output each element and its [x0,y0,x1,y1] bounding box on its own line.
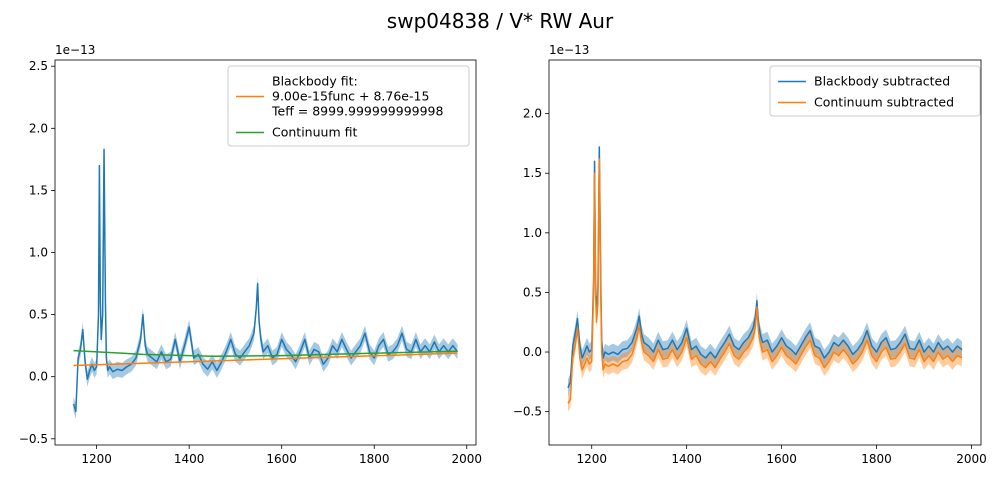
right-chart-panel: 1200 1400 1600 1800 2000 −0.5 0.0 0.5 1.0 1.5 2.0 1… [513,43,987,466]
x-tick-label: 1200 [576,452,607,466]
spectrum-error-band [73,141,458,419]
legend-box [227,65,470,147]
continuum-subtracted-error-band [567,150,963,412]
y-tick-label: 0.5 [29,308,48,322]
spectrum-line [72,148,459,413]
x-tick-label: 1400 [671,452,702,466]
y-tick-label: 2.0 [523,107,542,121]
continuum-subtracted-line [567,158,963,404]
y-tick-label: 0.5 [523,285,542,299]
x-tick-label: 1800 [861,452,892,466]
legend-label-blackbody-fit: Teff = 8999.999999999998 [271,104,444,119]
y-tick-label: 1.0 [29,246,48,260]
x-tick-label: 1600 [266,452,297,466]
plot-area [72,141,459,419]
legend-label-blackbody-fit: Blackbody fit: [272,74,358,89]
y-tick-label: −0.5 [19,432,48,446]
legend-label-continuum-subtracted: Continuum subtracted [814,95,954,110]
plot-area [567,138,963,412]
x-tick-label: 2000 [451,452,482,466]
blackbody-fit-line [73,352,458,367]
legend-label-continuum-fit: Continuum fit [272,125,357,140]
left-chart-panel: 1200 1400 1600 1800 2000 −0.5 0.0 0.5 1.0 1.5 2.0 2… [19,43,482,466]
x-tick-label: 1600 [766,452,797,466]
y-tick-label: 0.0 [29,370,48,384]
y-tick-label: 1.5 [523,166,542,180]
x-tick-label: 1800 [359,452,390,466]
y-tick-label: 1.5 [29,183,48,197]
x-tick-label: 2000 [956,452,987,466]
x-tick-label: 1400 [174,452,205,466]
continuum-fit-line [73,349,458,357]
legend-label-blackbody-fit: 9.00e-15func + 8.76e-15 [272,89,429,104]
legend-box [769,65,981,117]
y-tick-label: 0.0 [523,345,542,359]
y-offset-label: 1e−13 [549,43,589,57]
y-offset-label: 1e−13 [55,43,95,57]
figure-title: swp04838 / V* RW Aur [387,9,614,33]
blackbody-subtracted-error-band [567,138,963,397]
legend-label-blackbody-subtracted: Blackbody subtracted [814,74,950,89]
y-tick-label: 2.5 [29,59,48,73]
axes-frame [548,59,982,446]
y-tick-label: −0.5 [513,405,542,419]
x-tick-label: 1200 [81,452,112,466]
y-tick-label: 2.0 [29,121,48,135]
y-tick-label: 1.0 [523,226,542,240]
